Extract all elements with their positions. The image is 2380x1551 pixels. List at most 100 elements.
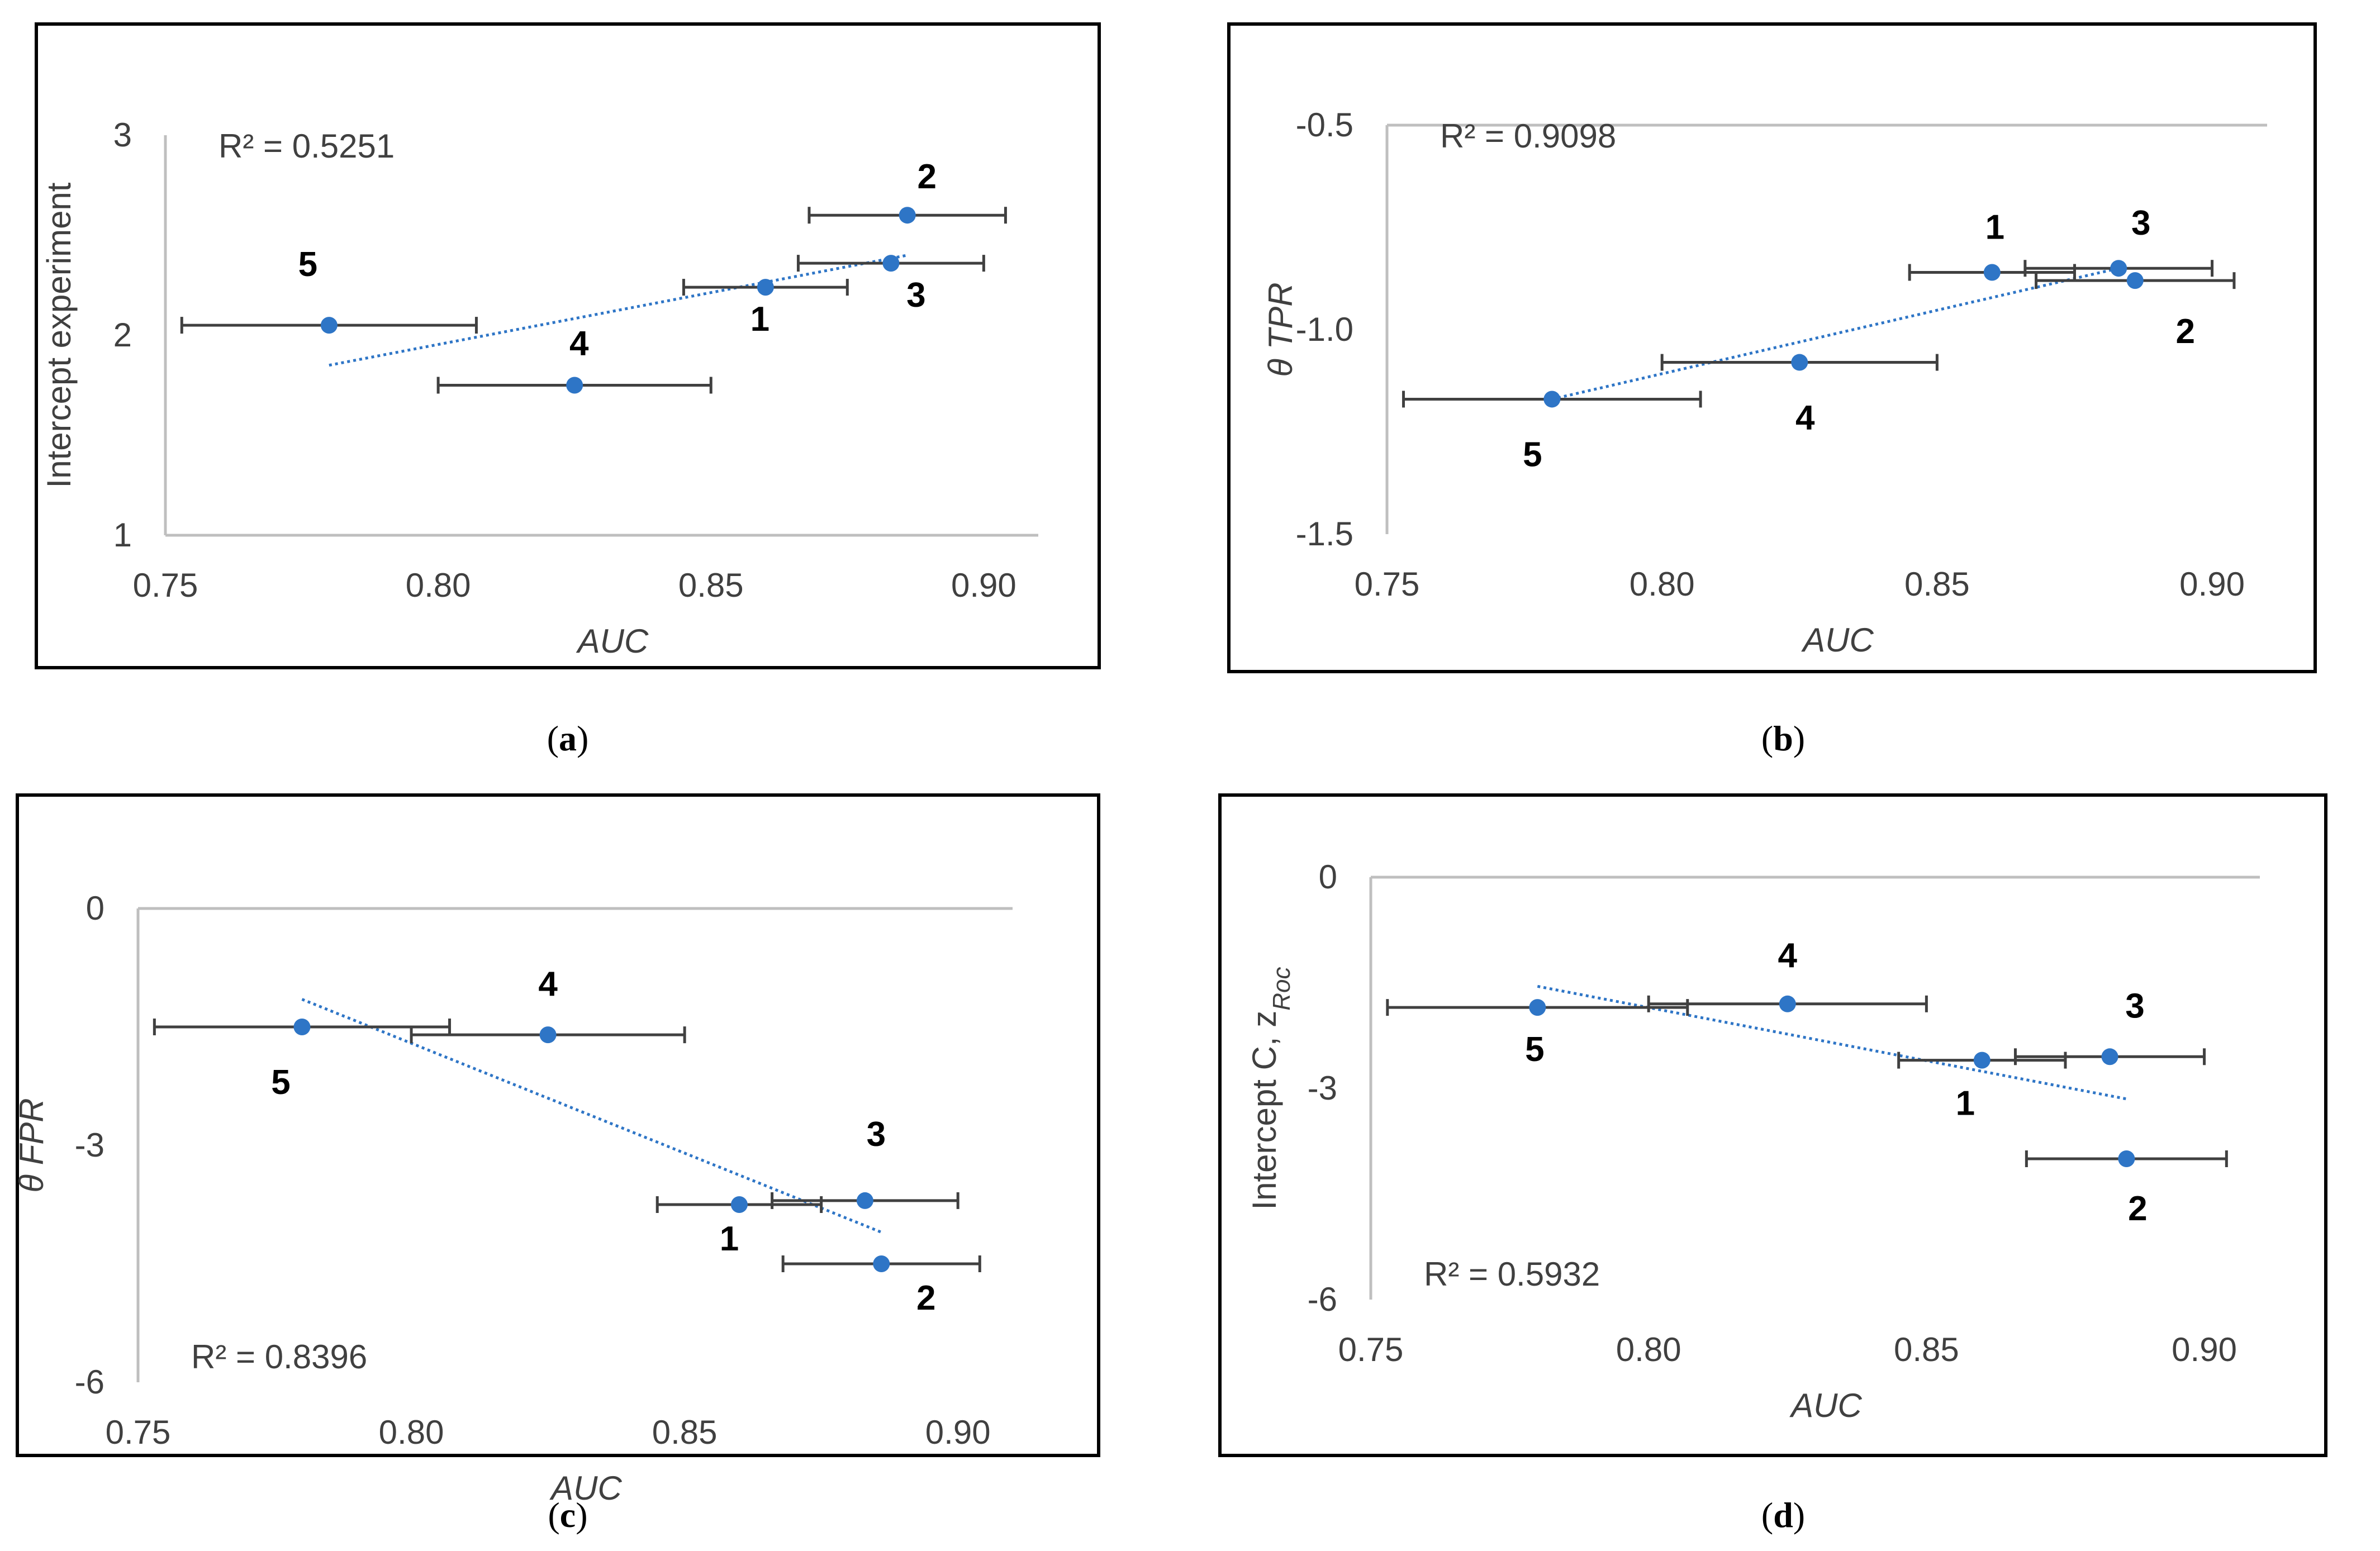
- caption-a: (a): [547, 719, 589, 758]
- x-tick-label: 0.75: [106, 1414, 171, 1451]
- data-point-5: [320, 317, 338, 334]
- x-tick-label: 0.85: [678, 567, 744, 604]
- scatter-chart-d: 0.75 0.80 0.85 0.90 -6 -3 0 AUC Intercept C, zRo…: [1246, 858, 2260, 1424]
- point-label-1: 1: [750, 300, 769, 339]
- data-point-2: [2118, 1150, 2135, 1167]
- y-tick-label: -0.5: [1296, 106, 1353, 144]
- x-tick-label: 0.90: [2172, 1331, 2237, 1368]
- data-point-2: [899, 207, 916, 224]
- y-axis-title: Intercept C, zRoc: [1246, 967, 1295, 1210]
- chart-panel-c: 0.75 0.80 0.85 0.90 -6 -3 0 AUC θ FPR R² = 0.8396…: [13, 793, 1100, 1507]
- y-tick-label: -1.5: [1296, 515, 1353, 553]
- data-point-1: [730, 1196, 748, 1213]
- point-label-3: 3: [2125, 987, 2144, 1025]
- trend-line: [1551, 267, 2119, 401]
- point-label-4: 4: [1795, 399, 1815, 437]
- point-label-2: 2: [2176, 312, 2195, 351]
- y-axis-title: θ TPR: [1262, 282, 1299, 377]
- y-axis-title: θ FPR: [13, 1098, 50, 1192]
- x-tick-label: 0.90: [2179, 565, 2245, 603]
- chart-panel-d: 0.75 0.80 0.85 0.90 -6 -3 0 AUC Intercept C, zRo…: [1218, 793, 2327, 1457]
- point-label-2: 2: [916, 1279, 935, 1317]
- scatter-chart-c: 0.75 0.80 0.85 0.90 -6 -3 0 AUC θ FPR R² = 0.8396…: [13, 889, 1013, 1507]
- chart-panel-a: 0.75 0.80 0.85 0.90 1 2 3 AUC Intercept experime…: [35, 22, 1101, 669]
- caption-d-letter: d: [1773, 1495, 1793, 1535]
- y-tick-label: -3: [75, 1126, 104, 1164]
- scatter-chart-b: 0.75 0.80 0.85 0.90 -1.5 -1.0 -0.5 AUC θ TPR R² =…: [1262, 106, 2267, 659]
- r-squared-label: R² = 0.5932: [1424, 1255, 1600, 1293]
- point-label-3: 3: [906, 276, 925, 315]
- x-tick-label: 0.90: [925, 1414, 991, 1451]
- y-tick-label: -6: [75, 1363, 104, 1401]
- point-label-5: 5: [1525, 1030, 1544, 1069]
- point-label-4: 4: [1778, 936, 1798, 975]
- point-label-1: 1: [720, 1220, 739, 1258]
- r-squared-label: R² = 0.5251: [218, 127, 395, 165]
- x-tick-label: 0.85: [1904, 565, 1970, 603]
- y-tick-label: 2: [113, 316, 132, 354]
- data-point-4: [539, 1026, 557, 1044]
- x-axis-title: AUC: [549, 1469, 622, 1507]
- x-axis-title: AUC: [576, 622, 649, 660]
- point-label-5: 5: [298, 245, 317, 284]
- x-tick-label: 0.85: [652, 1414, 718, 1451]
- data-point-4: [1779, 995, 1796, 1012]
- caption-b: (b): [1761, 719, 1806, 758]
- y-tick-label: 0: [1319, 858, 1337, 896]
- trend-line: [329, 254, 908, 367]
- caption-d: (d): [1761, 1495, 1806, 1535]
- x-tick-label: 0.80: [406, 567, 471, 604]
- point-label-4: 4: [569, 325, 589, 363]
- point-label-5: 5: [1523, 435, 1542, 474]
- point-label-3: 3: [2131, 204, 2150, 242]
- chart-panel-b: 0.75 0.80 0.85 0.90 -1.5 -1.0 -0.5 AUC θ TPR R² =…: [1227, 22, 2317, 673]
- data-point-1: [757, 279, 774, 296]
- point-label-2: 2: [917, 158, 936, 196]
- x-tick-label: 0.80: [379, 1414, 444, 1451]
- point-label-1: 1: [1956, 1084, 1975, 1123]
- point-label-4: 4: [538, 965, 558, 1003]
- x-axis-title: AUC: [1789, 1387, 1862, 1424]
- r-squared-label: R² = 0.9098: [1440, 117, 1616, 155]
- data-point-3: [2101, 1048, 2118, 1065]
- data-point-5: [1543, 391, 1561, 408]
- data-point-2: [2126, 272, 2144, 289]
- data-point-2: [873, 1255, 890, 1272]
- y-tick-label: -1.0: [1296, 311, 1353, 348]
- caption-c: (c): [548, 1495, 588, 1535]
- x-tick-label: 0.75: [133, 567, 198, 604]
- data-point-3: [856, 1192, 873, 1209]
- y-tick-label: 1: [113, 516, 132, 554]
- data-point-1: [1973, 1052, 1991, 1069]
- caption-a-letter: a: [559, 719, 577, 758]
- x-tick-label: 0.80: [1630, 565, 1695, 603]
- data-point-1: [1983, 264, 2001, 281]
- y-tick-label: 0: [86, 889, 104, 927]
- data-point-4: [1791, 354, 1808, 371]
- data-point-3: [2110, 260, 2127, 277]
- y-axis-title: Intercept experiment: [40, 182, 78, 488]
- y-tick-label: -3: [1308, 1069, 1337, 1107]
- y-axis-title-subscript: Roc: [1268, 967, 1295, 1010]
- r-squared-label: R² = 0.8396: [191, 1338, 367, 1376]
- caption-c-letter: c: [559, 1495, 576, 1535]
- data-point-5: [1529, 999, 1546, 1016]
- y-tick-label: 3: [113, 116, 132, 154]
- point-label-2: 2: [2128, 1190, 2147, 1228]
- x-axis-title: AUC: [1801, 621, 1874, 659]
- x-tick-label: 0.80: [1616, 1331, 1681, 1368]
- y-tick-label: -6: [1308, 1281, 1337, 1318]
- x-tick-label: 0.85: [1894, 1331, 1959, 1368]
- trend-line: [1537, 984, 2127, 1101]
- data-point-3: [882, 255, 900, 272]
- caption-b-letter: b: [1773, 719, 1793, 758]
- data-point-4: [566, 377, 583, 394]
- x-tick-label: 0.75: [1338, 1331, 1404, 1368]
- point-label-5: 5: [271, 1063, 290, 1102]
- data-point-5: [293, 1019, 311, 1035]
- point-label-1: 1: [1985, 208, 2004, 247]
- point-label-3: 3: [867, 1115, 886, 1154]
- x-tick-label: 0.75: [1355, 565, 1420, 603]
- scatter-chart-a: 0.75 0.80 0.85 0.90 1 2 3 AUC Intercept experime…: [40, 116, 1038, 660]
- x-tick-label: 0.90: [951, 567, 1016, 604]
